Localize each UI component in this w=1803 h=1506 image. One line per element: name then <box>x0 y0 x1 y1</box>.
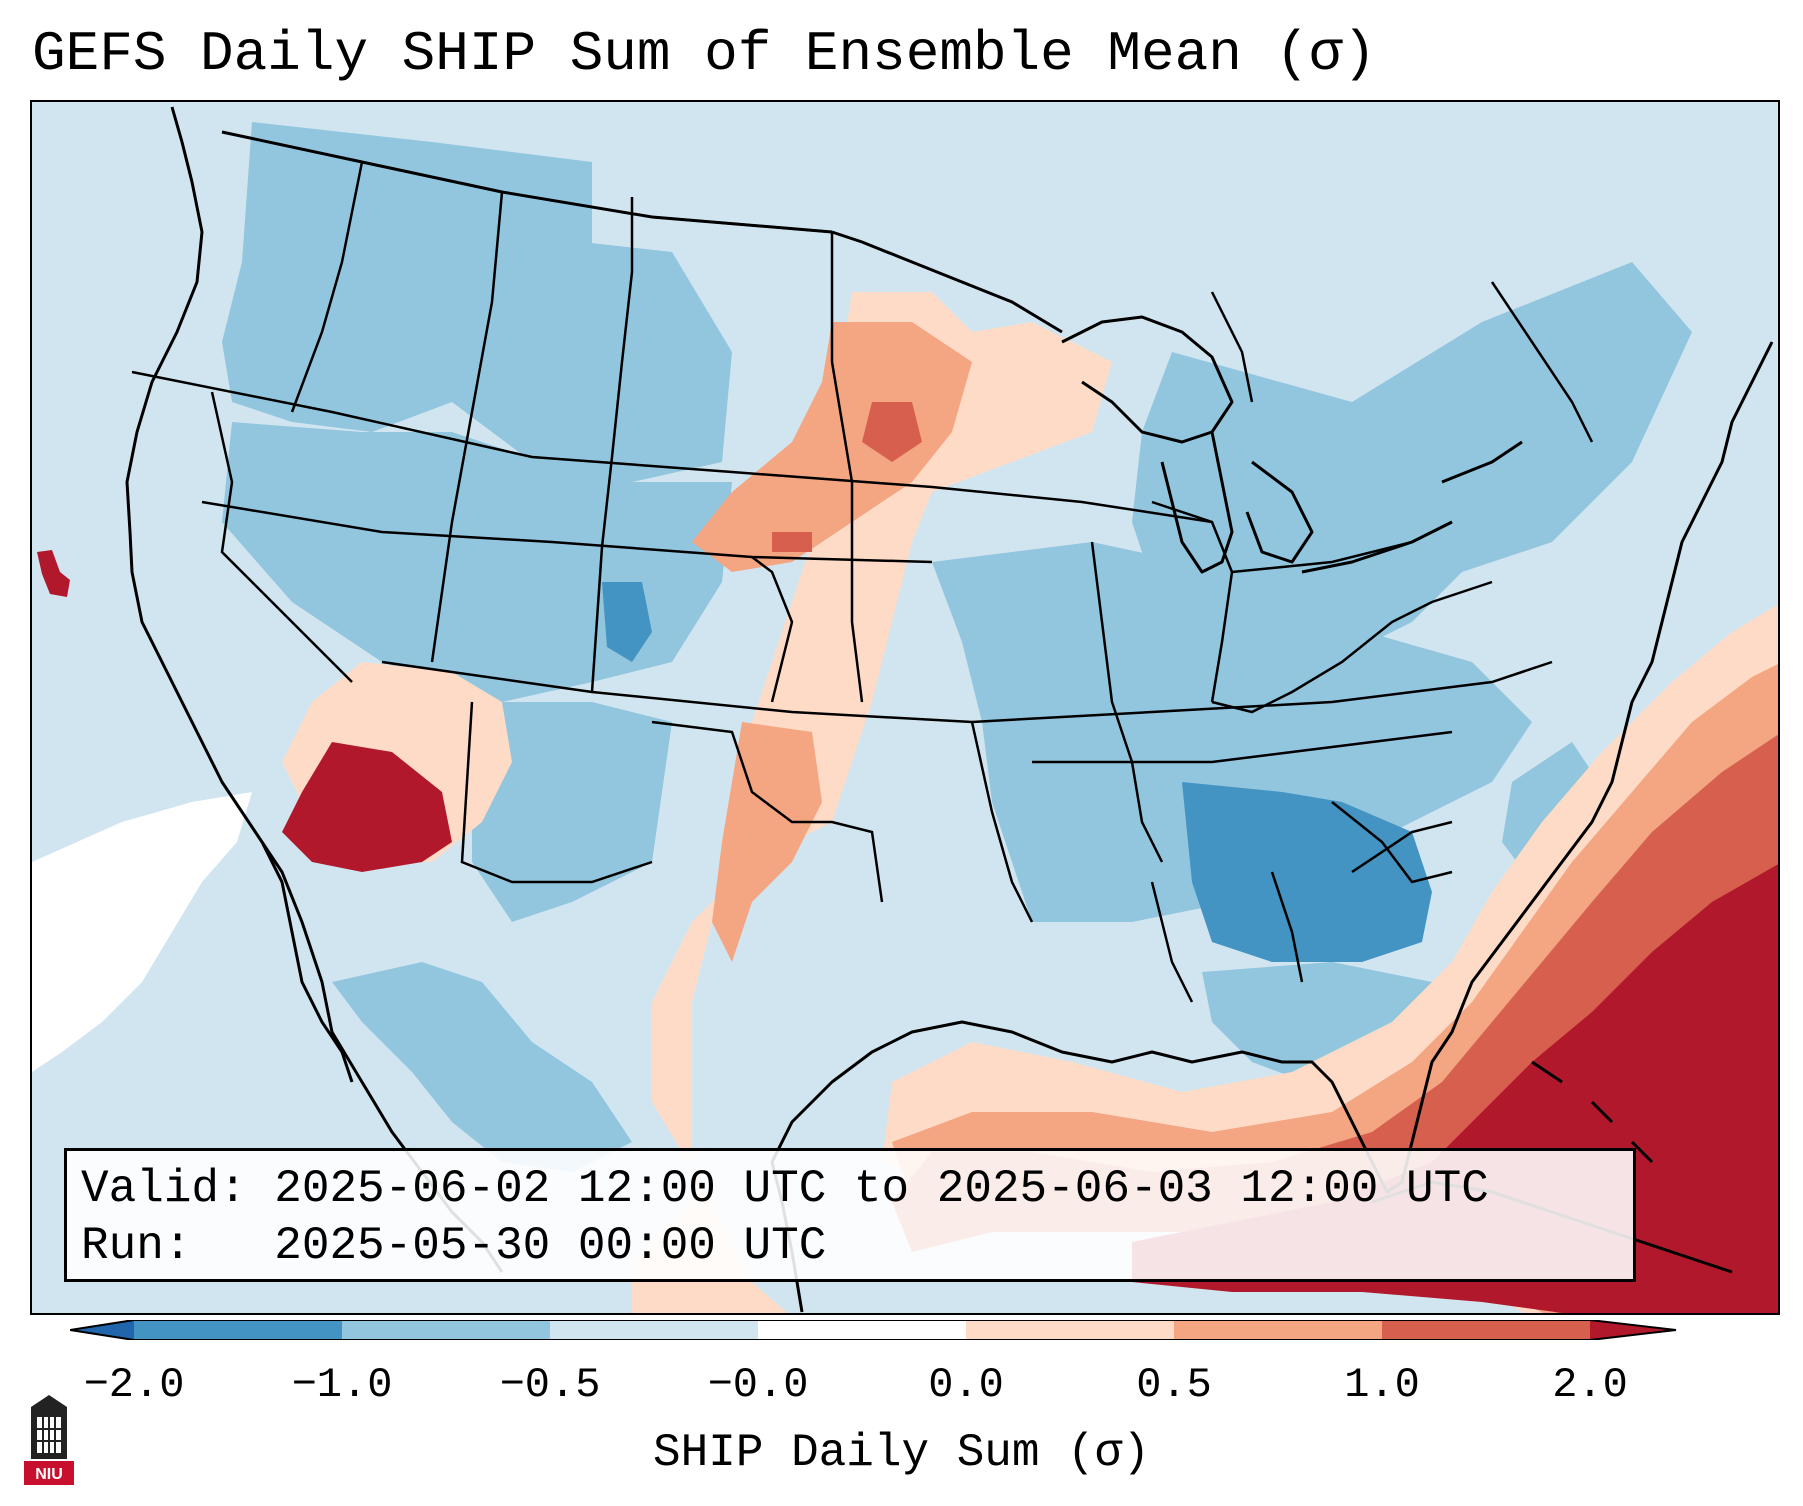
chart-title: GEFS Daily SHIP Sum of Ensemble Mean (σ) <box>32 22 1377 86</box>
region-northern-plains-moderate <box>402 222 732 482</box>
region-mountain-moderate <box>222 422 732 702</box>
colorbar-outline <box>70 1320 1677 1340</box>
tick-label-5: 0.0 <box>928 1361 1004 1409</box>
region-plains-moderate-pos <box>692 322 972 572</box>
region-mexico-moderate <box>332 962 632 1172</box>
colorbar-bin-7 <box>1382 1320 1590 1340</box>
colorbar-label: SHIP Daily Sum (σ) <box>653 1427 1150 1479</box>
valid-time-text: Valid: 2025-06-02 12:00 UTC to 2025-06-0… <box>81 1163 1489 1215</box>
map-svg <box>32 102 1778 1313</box>
logo-text: NIU <box>35 1466 63 1483</box>
region-pacific-extreme-pos <box>37 550 70 597</box>
region-colorado-strong <box>602 582 652 662</box>
region-kansas-strong-pos <box>772 532 812 552</box>
colorbar-bin-6 <box>1174 1320 1382 1340</box>
run-time-text: Run: 2025-05-30 00:00 UTC <box>81 1220 827 1272</box>
tick-label-1: −2.0 <box>83 1361 185 1409</box>
region-deep-south-strong <box>1182 782 1432 962</box>
region-arizona-extreme-pos <box>282 742 452 872</box>
state-borders <box>131 161 1594 1003</box>
colorbar-bin-4 <box>758 1320 966 1340</box>
colorbar-bin-5 <box>966 1320 1174 1340</box>
tick-label-2: −1.0 <box>291 1361 393 1409</box>
colorbar-bin-2 <box>342 1320 550 1340</box>
tick-label-7: 1.0 <box>1344 1361 1420 1409</box>
region-texas-moderate-pos <box>712 722 822 962</box>
tick-label-3: −0.5 <box>499 1361 601 1409</box>
region-northeast-moderate <box>1132 262 1692 662</box>
region-southwest-moderate <box>472 702 672 922</box>
region-plains-strong-pos <box>862 402 922 462</box>
tick-label-6: 0.5 <box>1136 1361 1212 1409</box>
valid-run-infobox: Valid: 2025-06-02 12:00 UTC to 2025-06-0… <box>64 1148 1636 1282</box>
colorbar-ticks: −2.0 −1.0 −0.5 −0.0 0.0 0.5 1.0 2.0 <box>0 1360 1803 1416</box>
region-pacific-neutral <box>32 792 252 1072</box>
niu-logo: NIU <box>24 1395 74 1485</box>
tick-label-4: −0.0 <box>707 1361 809 1409</box>
coastline <box>125 106 504 1273</box>
great-lakes <box>1061 315 1523 574</box>
colorbar <box>70 1320 1677 1340</box>
map-panel <box>30 100 1780 1315</box>
colorbar-min-extend <box>70 1320 134 1340</box>
colorbar-bin-1 <box>134 1320 342 1340</box>
bahamas-outline <box>1531 1060 1654 1164</box>
colorbar-max-extend <box>1590 1320 1676 1340</box>
colorbar-bin-3 <box>550 1320 758 1340</box>
tick-label-8: 2.0 <box>1552 1361 1628 1409</box>
baja-peninsula <box>260 841 354 1083</box>
